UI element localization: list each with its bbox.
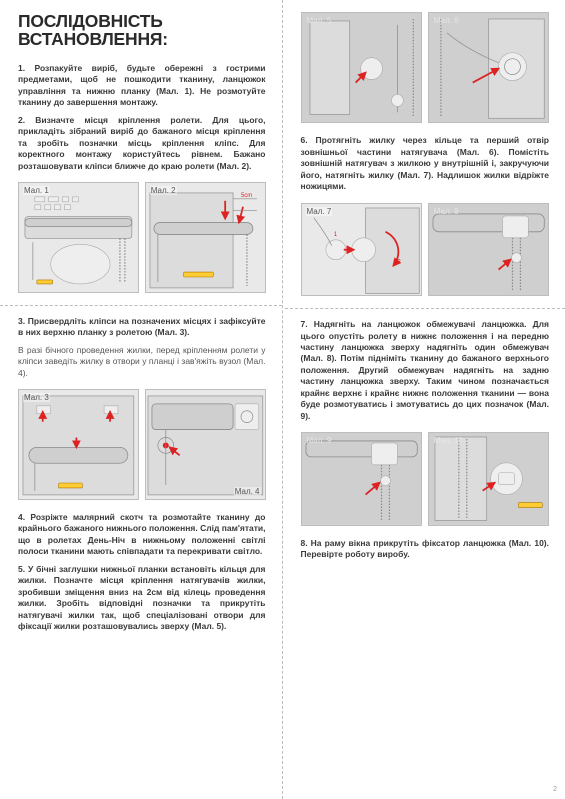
arrow-num-1: 1 (333, 231, 337, 237)
page-title: ПОСЛІДОВНІСТЬ ВСТАНОВЛЕННЯ: (18, 12, 266, 49)
figure-1: Мал. 1 (18, 182, 139, 293)
fig-row-5-6: Мал. 5 Мал. 6 (301, 12, 550, 123)
step-7: 7. Надягніть на ланцюжок обмежувачі ланц… (301, 319, 550, 422)
step-8: 8. На раму вікна прикрутіть фіксатор лан… (301, 538, 550, 561)
left-column: ПОСЛІДОВНІСТЬ ВСТАНОВЛЕННЯ: 1. Розпакуйт… (0, 0, 283, 799)
figure-8: Мал. 8 (428, 203, 549, 296)
dim-5cm: 5cm (241, 193, 252, 199)
fig-row-3-4: Мал. 3 Мал. 4 (18, 389, 266, 500)
step-6: 6. Протягніть жилку через кільце та перш… (301, 135, 550, 192)
separator-right (285, 308, 565, 309)
fig-row-7-8: Мал. 7 1 2 Мал. 8 (301, 203, 550, 296)
fig-row-1-2: Мал. 1 (18, 182, 266, 293)
figure-5: Мал. 5 (301, 12, 422, 123)
figure-3: Мал. 3 (18, 389, 139, 500)
step-5: 5. У бічні заглушки нижньої планки встан… (18, 564, 266, 633)
figure-10: Мал. 10 (428, 432, 549, 525)
right-column: Мал. 5 Мал. 6 (283, 0, 565, 799)
figure-4: Мал. 4 (145, 389, 266, 500)
figure-9: Мал. 9 (301, 432, 422, 525)
step-4: 4. Розріжте малярний скотч та розмотайте… (18, 512, 266, 558)
fig-label-4: Мал. 4 (234, 487, 261, 496)
fig-label-8: Мал. 8 (433, 207, 460, 216)
fig-label-1: Мал. 1 (23, 186, 50, 195)
fig-label-5: Мал. 5 (306, 16, 333, 25)
fig-label-3: Мал. 3 (23, 393, 50, 402)
figure-2: Мал. 2 5cm (145, 182, 266, 293)
step-1: 1. Розпакуйте виріб, будьте обережні з г… (18, 63, 266, 109)
page-number: 2 (553, 786, 557, 793)
fig-label-2: Мал. 2 (150, 186, 177, 195)
step-3: 3. Присвердліть кліпси на позначених міс… (18, 316, 266, 339)
fig-label-10: Мал. 10 (433, 436, 464, 445)
step-3b: В разі бічного проведення жилки, перед к… (18, 345, 266, 379)
step-2: 2. Визначте місця кріплення ролети. Для … (18, 115, 266, 172)
fig-label-7: Мал. 7 (306, 207, 333, 216)
fig-row-9-10: Мал. 9 Мал. 10 (301, 432, 550, 525)
fig-label-9: Мал. 9 (306, 436, 333, 445)
figure-6: Мал. 6 (428, 12, 549, 123)
figure-7: Мал. 7 1 2 (301, 203, 422, 296)
fig-label-6: Мал. 6 (433, 16, 460, 25)
separator-left (0, 305, 282, 306)
